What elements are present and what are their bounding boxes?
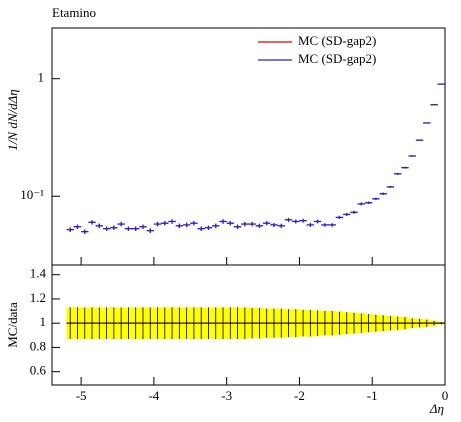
x-axis-label: Δη — [429, 401, 444, 416]
y-axis-label: 1/N dN/dΔη — [5, 89, 20, 150]
ratio-frame — [51, 264, 446, 386]
legend-label: MC (SD-gap2) — [298, 51, 376, 66]
ratio-y-tick-label: 0.8 — [30, 338, 46, 353]
ratio-y-tick-label: 1.2 — [30, 290, 46, 305]
plot-frame — [51, 27, 446, 266]
x-tick-label: -2 — [294, 388, 305, 403]
x-tick-label: -5 — [76, 388, 87, 403]
x-tick-label: -3 — [221, 388, 232, 403]
chart-title: Etamino — [52, 5, 96, 20]
ratio-y-tick-label: 0.6 — [30, 363, 47, 378]
x-tick-label: -4 — [148, 388, 159, 403]
ratio-y-axis-label: MC/data — [5, 302, 20, 348]
y-tick-label: 10⁻¹ — [20, 187, 44, 202]
legend-label: MC (SD-gap2) — [298, 33, 376, 48]
y-tick-label: 1 — [38, 70, 45, 85]
x-tick-label: -1 — [367, 388, 378, 403]
x-tick-label: 0 — [442, 388, 449, 403]
ratio-y-tick-label: 1 — [40, 314, 47, 329]
ratio-y-tick-label: 1.4 — [30, 266, 47, 281]
